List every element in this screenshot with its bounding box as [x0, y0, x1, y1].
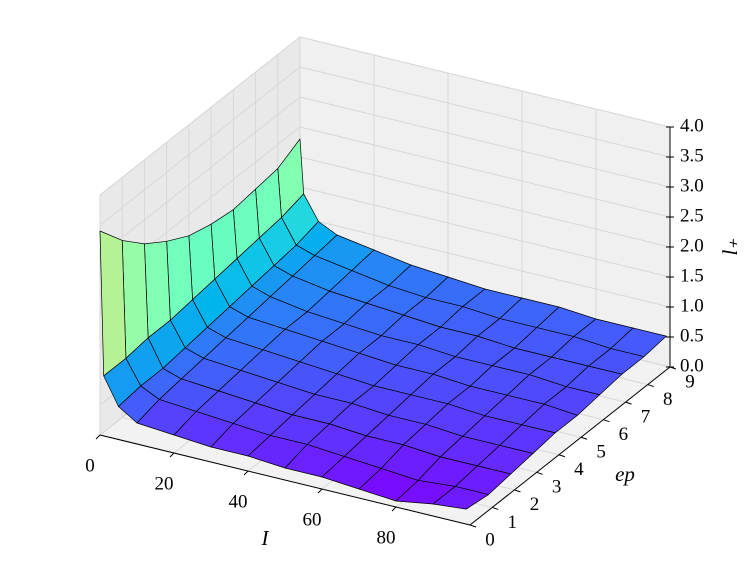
x-tick-label: 0: [85, 455, 95, 476]
y-tick: [469, 524, 477, 528]
z-tick-label: 4.0: [680, 115, 704, 136]
z-tick-label: 1.0: [680, 295, 704, 316]
z-tick-label: 0.5: [680, 325, 704, 346]
x-axis: [99, 434, 471, 526]
x-tick-label: 80: [377, 527, 396, 548]
y-tick-label: 7: [641, 406, 651, 427]
surface-cell: [121, 240, 149, 359]
grid-line: [99, 96, 301, 256]
y-tick: [647, 384, 654, 388]
x-tick-label: 20: [155, 473, 174, 494]
y-tick: [603, 419, 610, 423]
y-axis-label: ep: [615, 462, 635, 486]
z-tick-label: 1.5: [680, 265, 704, 286]
y-tick-label: 2: [530, 494, 540, 515]
x-tick: [243, 470, 249, 476]
surface-cell: [99, 230, 127, 377]
x-tick-label: 60: [303, 509, 322, 530]
x-tick: [317, 488, 323, 494]
y-tick: [558, 454, 566, 458]
y-tick: [625, 401, 632, 405]
x-tick-label: 40: [229, 491, 248, 512]
grid-line: [99, 36, 301, 196]
y-tick: [536, 471, 543, 475]
y-tick-label: 9: [685, 371, 695, 392]
x-axis-label: I: [261, 526, 270, 550]
surface-cell: [432, 486, 489, 510]
grid-line: [299, 186, 671, 278]
grid-line: [99, 66, 301, 226]
y-tick-label: 6: [619, 424, 629, 445]
y-tick-label: 3: [552, 477, 562, 498]
z-tick-label: 2.5: [680, 205, 704, 226]
y-tick-label: 5: [596, 442, 606, 463]
y-tick: [580, 436, 588, 440]
z-axis-label: l₊: [718, 239, 742, 256]
grid-line: [299, 96, 671, 188]
y-tick-label: 4: [574, 459, 584, 480]
z-tick-label: 3.0: [680, 175, 704, 196]
x-tick: [169, 452, 175, 458]
y-tick: [514, 489, 521, 493]
y-tick-label: 1: [507, 512, 517, 533]
z-tick-label: 2.0: [680, 235, 704, 256]
grid-line: [299, 66, 671, 158]
grid-line: [299, 126, 671, 218]
x-tick: [391, 506, 397, 512]
y-tick: [492, 506, 499, 510]
y-tick-label: 8: [663, 389, 673, 410]
grid-line: [299, 156, 671, 248]
z-tick-label: 0.0: [680, 355, 704, 376]
z-tick-label: 3.5: [680, 145, 704, 166]
y-axis: [469, 366, 671, 526]
x-tick: [95, 434, 101, 440]
y-tick-label: 0: [485, 529, 495, 550]
grid-line: [299, 36, 671, 128]
grid-line: [299, 216, 671, 308]
